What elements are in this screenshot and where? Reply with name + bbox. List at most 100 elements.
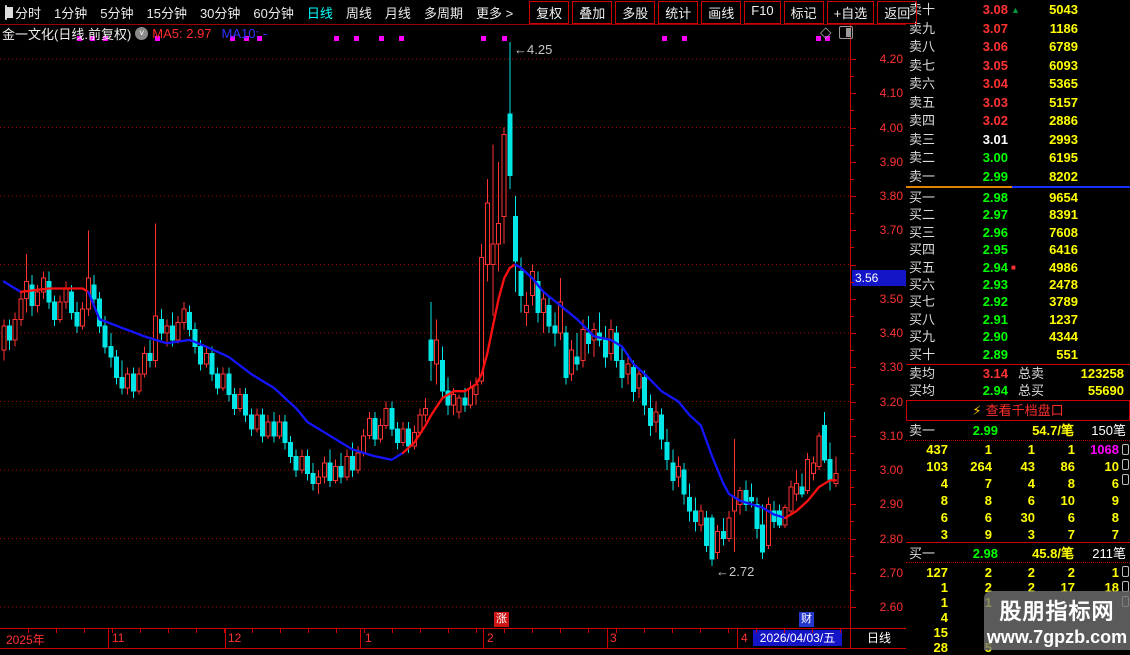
candlestick-chart[interactable]: ←4.25 ←2.72 金一文化(日线.前复权) ˅ MA5: 2.97 MA10… bbox=[0, 24, 853, 628]
order-book-row[interactable]: 卖七 3.05 6093 bbox=[909, 58, 1078, 73]
divider bbox=[906, 364, 1130, 365]
period-tab-更多 >[interactable]: 更多 > bbox=[475, 5, 514, 21]
order-book-row[interactable]: 卖九 3.07 1186 bbox=[909, 21, 1078, 36]
action-button-返回[interactable]: 返回 bbox=[877, 0, 918, 24]
chart-title: 金一文化(日线.前复权) bbox=[2, 26, 132, 42]
date-minor-tick bbox=[84, 629, 85, 633]
period-tab-5分钟[interactable]: 5分钟 bbox=[100, 5, 134, 21]
date-label: 2 bbox=[487, 631, 494, 645]
event-badge-财[interactable]: 财 bbox=[799, 612, 814, 627]
axis-tick bbox=[851, 213, 854, 214]
toolbar: 分时 1分钟 5分钟 15分钟 30分钟 60分钟 日线 周线 月线 多周期 更多 > 复权 叠加 多股… bbox=[0, 0, 918, 25]
chevron-down-icon[interactable]: ˅ bbox=[135, 26, 149, 40]
month-divider bbox=[737, 629, 738, 648]
highlighted-date: 2026/04/03/五 bbox=[753, 630, 842, 646]
event-badge-涨[interactable]: 涨 bbox=[494, 612, 509, 627]
date-minor-tick bbox=[252, 629, 253, 633]
date-minor-tick bbox=[672, 629, 673, 633]
order-book-row[interactable]: 买七 2.92 3789 bbox=[909, 294, 1078, 309]
diamond-marker-icon[interactable]: ◇ bbox=[820, 24, 832, 41]
queue-scroll-marker[interactable] bbox=[1122, 459, 1129, 470]
order-book-row[interactable]: 卖三 3.01 2993 bbox=[909, 132, 1078, 147]
action-button-多股[interactable]: 多股 bbox=[615, 0, 656, 24]
date-minor-tick bbox=[392, 629, 393, 633]
date-label: 4 bbox=[741, 631, 748, 645]
up-arrow-icon: ▲ bbox=[1011, 5, 1020, 15]
queue-row: 6 6 30 6 8 bbox=[940, 510, 1119, 525]
period-tab-月线[interactable]: 月线 bbox=[384, 5, 411, 21]
order-book-row[interactable]: 卖八 3.06 6789 bbox=[909, 39, 1078, 54]
order-book-row[interactable]: 买五 2.94 ■ 4986 bbox=[909, 260, 1078, 275]
axis-tick bbox=[851, 145, 854, 146]
period-tab-30分钟[interactable]: 30分钟 bbox=[199, 5, 241, 21]
order-book-row[interactable]: 买九 2.90 4344 bbox=[909, 329, 1078, 344]
date-label: 12 bbox=[228, 631, 242, 645]
queue-scroll-marker[interactable] bbox=[1122, 566, 1129, 577]
axis-tick bbox=[851, 196, 856, 197]
order-book-row[interactable]: 卖二 3.00 6195 bbox=[909, 150, 1078, 165]
order-book-row[interactable]: 卖六 3.04 5365 bbox=[909, 76, 1078, 91]
period-tab-周线[interactable]: 周线 bbox=[345, 5, 372, 21]
action-button-叠加[interactable]: 叠加 bbox=[572, 0, 613, 24]
order-book-row[interactable]: 买八 2.91 1237 bbox=[909, 312, 1078, 327]
axis-tick bbox=[851, 247, 854, 248]
divider bbox=[906, 562, 1130, 563]
order-book-row[interactable]: 买四 2.95 6416 bbox=[909, 242, 1078, 257]
queue-row: 15 bbox=[933, 625, 948, 640]
date-minor-tick bbox=[112, 629, 113, 633]
window-layout-icon[interactable] bbox=[5, 4, 13, 20]
order-book-panel: 卖十 3.08 ▲ 5043 卖九 3.07 1186 卖八 3.06 6789 … bbox=[906, 0, 1130, 655]
order-book-row[interactable]: 买十 2.89 551 bbox=[909, 347, 1078, 362]
date-label: 1 bbox=[365, 631, 372, 645]
action-button-统计[interactable]: 统计 bbox=[658, 0, 699, 24]
queue-row: 8 8 6 10 9 bbox=[940, 493, 1119, 508]
action-button-F10[interactable]: F10 bbox=[744, 0, 781, 24]
order-book-row[interactable]: 卖四 3.02 2886 bbox=[909, 113, 1078, 128]
queue-row: 4 bbox=[940, 610, 948, 625]
divider bbox=[906, 542, 1130, 543]
order-book-row[interactable]: 买一 2.98 9654 bbox=[909, 190, 1078, 205]
price-tick-label: 3.80 bbox=[879, 189, 903, 203]
action-button-标记[interactable]: 标记 bbox=[783, 0, 824, 24]
axis-tick bbox=[851, 179, 854, 180]
period-tab-60分钟[interactable]: 60分钟 bbox=[253, 5, 294, 21]
order-book-row[interactable]: 买三 2.96 7608 bbox=[909, 225, 1078, 240]
order-book-row[interactable]: 卖十 3.08 ▲ 5043 bbox=[909, 2, 1078, 17]
date-minor-tick bbox=[812, 629, 813, 633]
order-book-row[interactable]: 买二 2.97 8391 bbox=[909, 207, 1078, 222]
action-button-+自选[interactable]: +自选 bbox=[826, 0, 875, 24]
date-label: 2025年 bbox=[6, 633, 45, 647]
price-tick-label: 3.30 bbox=[879, 360, 903, 374]
l2-buy-summary: 买一 2.98 45.8/笔 211笔 bbox=[909, 546, 1126, 561]
date-axis: 2026/04/03/五 日线 2025年 11 12 1 2 3 4 bbox=[0, 628, 906, 649]
action-button-复权[interactable]: 复权 bbox=[529, 0, 570, 24]
period-tab-分时[interactable]: 分时 bbox=[15, 5, 42, 21]
period-corner-label: 日线 bbox=[850, 629, 907, 648]
order-book-row[interactable]: 买六 2.93 2478 bbox=[909, 277, 1078, 292]
axis-tick bbox=[851, 299, 856, 300]
split-pane-icon[interactable] bbox=[839, 26, 853, 39]
axis-tick bbox=[851, 282, 854, 283]
axis-tick bbox=[851, 384, 854, 385]
view-full-depth-button[interactable]: ⚡ 查看千档盘口 bbox=[906, 400, 1130, 421]
period-tab-15分钟[interactable]: 15分钟 bbox=[146, 5, 187, 21]
action-button-画线[interactable]: 画线 bbox=[701, 0, 742, 24]
axis-tick bbox=[851, 521, 854, 522]
axis-tick bbox=[851, 607, 856, 608]
queue-scroll-marker[interactable] bbox=[1122, 474, 1129, 485]
order-book-row[interactable]: 卖一 2.99 8202 bbox=[909, 169, 1078, 184]
axis-tick bbox=[851, 93, 856, 94]
chart-canvas[interactable]: ←4.25 ←2.72 bbox=[0, 24, 850, 628]
period-tab-多周期[interactable]: 多周期 bbox=[423, 5, 463, 21]
order-book-row[interactable]: 卖五 3.03 5157 bbox=[909, 95, 1078, 110]
queue-scroll-marker[interactable] bbox=[1122, 444, 1129, 455]
date-minor-tick bbox=[364, 629, 365, 633]
period-tab-1分钟[interactable]: 1分钟 bbox=[54, 5, 88, 21]
axis-tick bbox=[851, 367, 856, 368]
period-tab-日线[interactable]: 日线 bbox=[306, 5, 333, 21]
date-minor-tick bbox=[140, 629, 141, 633]
axis-tick bbox=[851, 59, 856, 60]
axis-tick bbox=[851, 350, 854, 351]
